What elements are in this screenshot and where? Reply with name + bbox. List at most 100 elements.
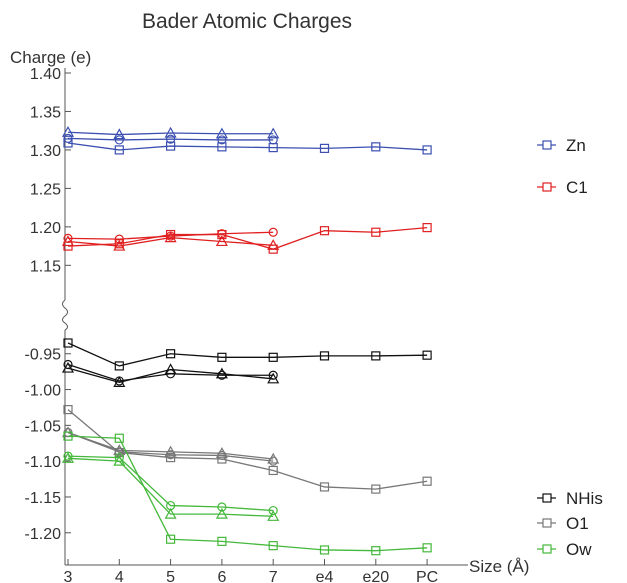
data-point bbox=[268, 135, 278, 145]
data-point bbox=[422, 223, 432, 233]
legend-marker bbox=[542, 493, 552, 503]
data-point bbox=[267, 127, 280, 139]
series-o1 bbox=[61, 405, 432, 494]
data-point bbox=[371, 546, 381, 556]
x-tick-label: 5 bbox=[166, 569, 175, 583]
series-nhis bbox=[61, 338, 432, 387]
axes: 1.40 1.35 1.30 1.25 1.20 1.15 -0.95 -1.00 -1.05 -… bbox=[25, 66, 468, 583]
data-point bbox=[166, 534, 176, 544]
y-tick-label: 1.30 bbox=[30, 143, 61, 160]
data-point bbox=[114, 135, 124, 145]
series-line bbox=[67, 455, 274, 512]
series-line bbox=[67, 226, 428, 250]
legend-marker bbox=[542, 182, 552, 192]
data-point bbox=[215, 367, 228, 379]
data-point bbox=[166, 134, 176, 144]
x-tick-label: e4 bbox=[316, 569, 334, 583]
data-point bbox=[61, 361, 75, 373]
y-axis-label: Charge (e) bbox=[10, 48, 91, 67]
data-point bbox=[268, 541, 278, 551]
plot-area bbox=[61, 125, 432, 556]
y-tick-label: 1.35 bbox=[30, 104, 61, 121]
data-point bbox=[113, 239, 126, 251]
data-point bbox=[217, 502, 227, 512]
data-point bbox=[63, 338, 73, 348]
data-point bbox=[113, 128, 126, 140]
data-point bbox=[164, 126, 177, 138]
y-tick-label: -1.10 bbox=[25, 454, 62, 471]
data-point bbox=[114, 145, 124, 155]
data-point bbox=[319, 545, 330, 555]
x-tick-label: e20 bbox=[362, 569, 389, 583]
data-point bbox=[61, 452, 75, 463]
legend-item-zn: Zn bbox=[537, 136, 586, 155]
series-line bbox=[67, 236, 274, 247]
series-line bbox=[67, 342, 428, 367]
data-point bbox=[217, 135, 227, 145]
axis-break-mark bbox=[62, 315, 68, 331]
series-line bbox=[67, 435, 428, 552]
data-point bbox=[114, 234, 124, 244]
data-point bbox=[113, 444, 126, 456]
data-point bbox=[422, 543, 432, 553]
y-tick-label: -1.20 bbox=[25, 526, 62, 543]
legend-marker bbox=[542, 544, 552, 554]
legend-item-ow: Ow bbox=[537, 540, 592, 559]
data-point bbox=[217, 536, 227, 546]
data-point bbox=[164, 231, 177, 243]
data-point bbox=[164, 445, 177, 457]
axis-break-mark bbox=[62, 299, 68, 317]
legend-label: Ow bbox=[566, 540, 592, 559]
legend-marker bbox=[542, 518, 552, 528]
y-tick-label: 1.25 bbox=[30, 181, 61, 198]
data-point bbox=[164, 363, 177, 375]
data-point bbox=[113, 454, 126, 466]
legend-item-c1: C1 bbox=[537, 178, 588, 197]
series-line bbox=[67, 363, 274, 382]
data-point bbox=[268, 465, 278, 476]
legend-item-nhis: NHis bbox=[537, 489, 603, 508]
series-line bbox=[67, 409, 428, 490]
legend-label: C1 bbox=[566, 178, 588, 197]
legend-label: NHis bbox=[566, 489, 603, 508]
data-point bbox=[268, 352, 278, 362]
data-point bbox=[319, 143, 330, 153]
data-point bbox=[319, 351, 330, 361]
data-point bbox=[215, 447, 228, 458]
x-tick-label: 4 bbox=[115, 569, 124, 583]
data-point bbox=[63, 233, 73, 243]
x-axis-label: Size (Å) bbox=[469, 557, 529, 576]
data-point bbox=[267, 452, 280, 464]
series-line bbox=[67, 137, 274, 141]
data-point bbox=[371, 351, 381, 361]
data-point bbox=[371, 484, 381, 494]
legend-marker bbox=[542, 140, 552, 150]
data-point bbox=[319, 226, 330, 236]
legend-label: O1 bbox=[566, 514, 589, 533]
data-point bbox=[166, 452, 176, 463]
series-line bbox=[67, 367, 274, 384]
data-point bbox=[371, 142, 381, 152]
data-point bbox=[114, 433, 124, 443]
data-point bbox=[267, 510, 280, 521]
x-tick-label: 7 bbox=[269, 569, 278, 583]
data-point bbox=[61, 125, 75, 137]
x-tick-label: 3 bbox=[64, 569, 73, 583]
y-tick-label: -1.00 bbox=[25, 383, 62, 400]
y-tick-label: -1.15 bbox=[25, 490, 62, 507]
data-point bbox=[166, 349, 176, 359]
data-point bbox=[217, 229, 227, 239]
y-tick-label: 1.20 bbox=[30, 220, 61, 237]
chart-title: Bader Atomic Charges bbox=[142, 10, 352, 33]
series-line bbox=[67, 457, 274, 517]
data-point bbox=[268, 505, 278, 516]
data-point bbox=[114, 361, 124, 371]
data-point bbox=[215, 127, 228, 139]
data-point bbox=[422, 145, 432, 155]
series-line bbox=[67, 431, 274, 462]
series-ow bbox=[61, 431, 432, 556]
legend-item-o1: O1 bbox=[537, 514, 589, 533]
data-point bbox=[422, 350, 432, 360]
data-point bbox=[215, 235, 228, 247]
